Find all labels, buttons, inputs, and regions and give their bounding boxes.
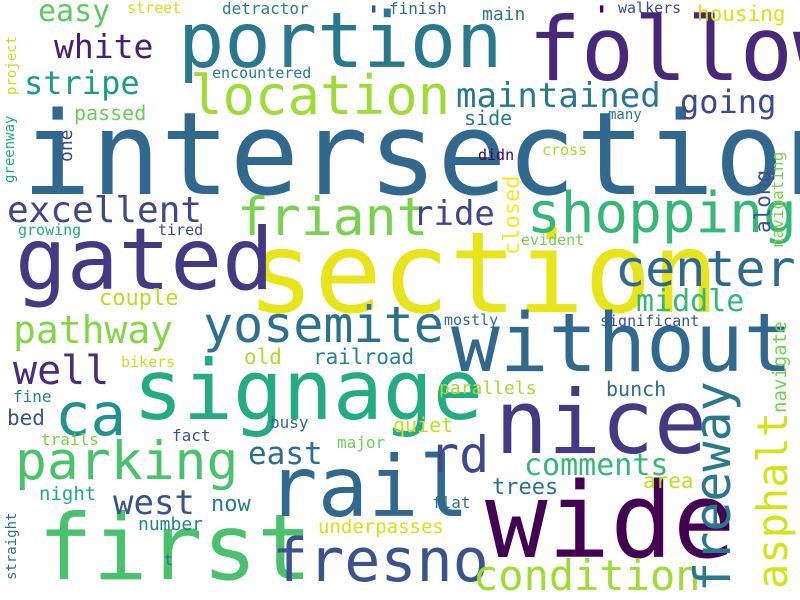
word-one: one bbox=[56, 129, 77, 162]
word-housing: housing bbox=[697, 2, 786, 26]
word-location: location bbox=[190, 64, 451, 127]
word-now: now bbox=[211, 492, 251, 517]
word-greenway: greenway bbox=[2, 115, 18, 183]
word-yosemite: yosemite bbox=[203, 296, 444, 354]
word-finish: finish bbox=[389, 0, 447, 18]
word-bed: bed bbox=[7, 406, 45, 430]
word-without: without bbox=[451, 297, 793, 391]
word-first: first bbox=[38, 496, 312, 600]
word-straight: straight bbox=[4, 512, 20, 580]
word-side: side bbox=[464, 106, 513, 130]
word-well: well bbox=[13, 348, 110, 394]
word-freeway: freeway bbox=[684, 381, 742, 592]
dot-mark-1: ▮ bbox=[370, 1, 378, 15]
word-street: street bbox=[127, 0, 182, 17]
word-parking: parking bbox=[15, 431, 239, 492]
word-shopping: shopping bbox=[527, 181, 797, 246]
word-couple: couple bbox=[99, 286, 179, 311]
word-parallels: parallels bbox=[439, 378, 537, 399]
word-growing: growing bbox=[18, 221, 82, 239]
word-busy: busy bbox=[270, 413, 309, 432]
word-quiet: quiet bbox=[393, 413, 454, 437]
word-pathway: pathway bbox=[13, 308, 174, 352]
word-bikers: bikers bbox=[121, 353, 176, 371]
word-trees: trees bbox=[492, 475, 559, 500]
word-white: white bbox=[54, 27, 154, 66]
dot-mark-2: ▮ bbox=[598, 1, 606, 15]
word-major: major bbox=[337, 433, 386, 452]
word-main: main bbox=[482, 4, 526, 25]
word-going: going bbox=[680, 83, 777, 121]
word-intersection: intersection bbox=[22, 88, 800, 222]
word-rail: rail bbox=[267, 438, 470, 536]
word-friant: friant bbox=[237, 187, 429, 248]
word-flat: flat bbox=[432, 493, 471, 512]
word-mostly: mostly bbox=[444, 311, 499, 329]
word-night: night bbox=[39, 483, 97, 505]
word-wide: wide bbox=[485, 460, 736, 582]
word-section: section bbox=[247, 209, 720, 339]
word-east: east bbox=[248, 436, 323, 472]
word-navigating: navigating bbox=[768, 151, 787, 248]
word-many: many bbox=[608, 107, 642, 123]
word-rd: rd bbox=[429, 426, 490, 484]
word-comments: comments bbox=[524, 448, 669, 483]
word-gated: gated bbox=[15, 210, 274, 310]
word-cross: cross bbox=[542, 141, 588, 159]
word-condition: condition bbox=[473, 551, 701, 600]
word-maintained: maintained bbox=[456, 76, 661, 116]
word-fact: fact bbox=[172, 426, 211, 445]
word-navigate: navigate bbox=[769, 321, 791, 413]
word-significant: significant bbox=[600, 312, 700, 330]
word-portion: portion bbox=[178, 0, 503, 86]
word-fresno: fresno bbox=[272, 526, 489, 596]
word-number: number bbox=[138, 514, 204, 535]
word-ride: ride bbox=[413, 194, 495, 234]
word-railroad: railroad bbox=[313, 345, 415, 369]
word-asphalt: asphalt bbox=[748, 411, 797, 589]
word-walkers: walkers bbox=[618, 0, 682, 17]
word-stripe: stripe bbox=[24, 64, 140, 102]
word-nice: nice bbox=[495, 371, 707, 474]
word-bunch: bunch bbox=[606, 377, 667, 401]
word-tired: tired bbox=[158, 221, 204, 239]
word-middle: middle bbox=[636, 284, 745, 319]
word-west: west bbox=[113, 483, 195, 523]
word-signage: signage bbox=[133, 342, 483, 439]
word-t: t bbox=[164, 551, 174, 569]
word-excellent: excellent bbox=[7, 190, 203, 231]
word-center: center bbox=[615, 240, 796, 298]
word-passed: passed bbox=[74, 101, 147, 125]
word-old: old bbox=[244, 345, 282, 369]
word-encountered: encountered bbox=[212, 64, 312, 82]
word-detractor: detractor bbox=[222, 0, 309, 18]
word-follow: follow bbox=[528, 0, 800, 101]
word-area: area bbox=[643, 469, 694, 493]
word-evident: evident bbox=[521, 231, 585, 249]
word-didn: didn bbox=[478, 146, 515, 164]
word-easy: easy bbox=[38, 0, 111, 29]
word-trails: trails bbox=[41, 430, 99, 449]
word-fine: fine bbox=[13, 387, 52, 406]
word-underpasses: underpasses bbox=[318, 516, 444, 538]
word-ca: ca bbox=[55, 380, 127, 449]
word-project: project bbox=[4, 35, 20, 95]
